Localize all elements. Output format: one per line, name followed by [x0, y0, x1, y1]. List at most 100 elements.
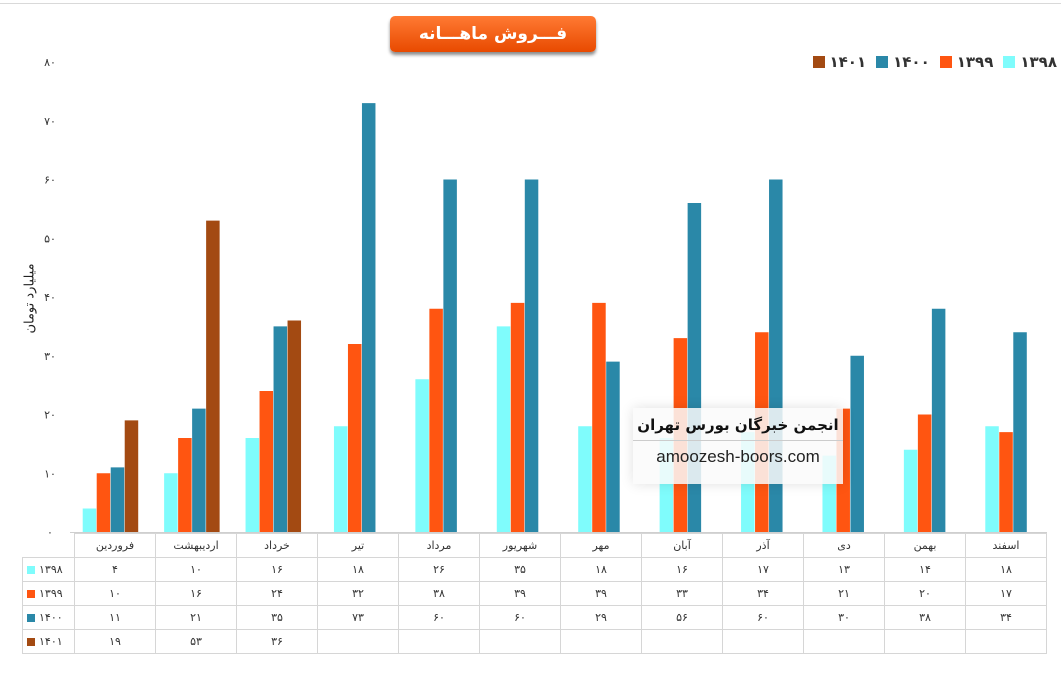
bar-3-5 — [443, 179, 457, 532]
bar-2-11 — [917, 414, 932, 532]
y-tick-label: ۴۰ — [44, 291, 56, 304]
table-cell: ۷۳ — [317, 605, 399, 630]
table-cell: ۵۶ — [641, 605, 723, 630]
bar-2-3 — [259, 391, 274, 532]
bar-4-3 — [287, 320, 302, 532]
bar-1-4 — [333, 426, 348, 532]
bar-2-1 — [96, 473, 111, 532]
table-cell: ۳۹ — [479, 581, 561, 606]
table-corner — [23, 534, 75, 558]
x-tick-label: خرداد — [236, 533, 318, 558]
table-cell: ۱۱ — [74, 605, 156, 630]
bar-4-2 — [206, 220, 220, 532]
watermark-title: انجمن خبرگان بورس تهران — [633, 416, 843, 441]
x-tick-label: تیر — [317, 533, 399, 558]
bar-3-10 — [850, 355, 864, 532]
legend-item: ۱۳۹۸ — [1003, 53, 1057, 71]
table-cell: ۱۷ — [965, 581, 1047, 606]
bar-2-6 — [510, 302, 525, 532]
bar-1-6 — [496, 326, 511, 532]
table-cell: ۱۰ — [74, 581, 156, 606]
table-cell: ۳۵ — [236, 605, 318, 630]
table-series-label: ۱۳۹۸ — [22, 557, 75, 582]
table-cell: ۲۱ — [155, 605, 237, 630]
table-cell — [965, 629, 1047, 654]
table-cell: ۱۹ — [74, 629, 156, 654]
bar-3-12 — [1013, 332, 1027, 532]
x-tick-label: شهریور — [479, 533, 561, 558]
table-cell: ۱۶ — [236, 557, 318, 582]
table-cell — [722, 629, 804, 654]
y-tick-label: ۶۰ — [44, 174, 56, 187]
y-tick-label: ۰ — [47, 526, 53, 539]
x-tick-label: دی — [803, 533, 885, 558]
table-cell — [317, 629, 399, 654]
y-tick-label: ۲۰ — [44, 409, 56, 422]
table-row: ۱۴۰۱ ۱۹ ۵۳ ۳۶ — [22, 629, 1047, 654]
table-legend-swatch — [27, 614, 35, 622]
top-border-line — [0, 3, 1061, 4]
x-tick-label: آبان — [641, 533, 723, 558]
bar-1-3 — [245, 438, 260, 532]
table-cell — [884, 629, 966, 654]
table-legend-swatch — [27, 638, 35, 646]
y-tick-label: ۸۰ — [44, 56, 56, 69]
bar-2-12 — [999, 432, 1013, 532]
table-cell: ۶۰ — [479, 605, 561, 630]
y-tick-label: ۱۰ — [44, 467, 56, 480]
table-cell: ۳۸ — [884, 605, 966, 630]
legend-label: ۱۳۹۸ — [1020, 53, 1057, 71]
table-cell: ۳۲ — [317, 581, 399, 606]
bar-1-12 — [985, 426, 999, 532]
table-cell: ۱۸ — [560, 557, 642, 582]
table-cell: ۱۷ — [722, 557, 804, 582]
bar-3-3 — [273, 326, 288, 532]
bar-1-5 — [415, 379, 429, 532]
table-header-row: فروردین اردیبهشت خرداد تیر مرداد شهریور مهر آبا… — [23, 533, 1047, 558]
table-cell: ۶۰ — [398, 605, 480, 630]
x-tick-label: اردیبهشت — [155, 533, 237, 558]
legend-swatch — [876, 56, 889, 68]
bar-4-1 — [124, 420, 139, 532]
bar-3-7 — [606, 361, 620, 532]
table-cell: ۴ — [74, 557, 156, 582]
table-cell: ۳۴ — [722, 581, 804, 606]
bar-1-11 — [903, 449, 918, 532]
table-cell: ۱۳ — [803, 557, 885, 582]
table-cell: ۱۴ — [884, 557, 966, 582]
table-cell: ۲۱ — [803, 581, 885, 606]
table-cell: ۳۴ — [965, 605, 1047, 630]
table-cell: ۲۴ — [236, 581, 318, 606]
bar-2-4 — [347, 344, 362, 532]
bar-2-5 — [429, 308, 443, 532]
legend-swatch — [939, 56, 952, 68]
table-legend-swatch — [27, 566, 35, 574]
table-series-label: ۱۳۹۹ — [22, 581, 75, 606]
table-series-label: ۱۴۰۱ — [22, 629, 75, 654]
table-legend-swatch — [27, 590, 35, 598]
x-tick-label: مرداد — [398, 533, 480, 558]
table-cell: ۳۸ — [398, 581, 480, 606]
table-cell: ۱۰ — [155, 557, 237, 582]
chart-title: فـــروش ماهـــانه دجـــابر — [390, 16, 596, 80]
table-cell: ۲۰ — [884, 581, 966, 606]
table-cell: ۱۶ — [641, 557, 723, 582]
table-cell: ۳۹ — [560, 581, 642, 606]
y-tick-label: ۳۰ — [44, 350, 56, 363]
watermark: انجمن خبرگان بورس تهران amoozesh-boors.c… — [633, 408, 843, 484]
table-cell: ۱۸ — [317, 557, 399, 582]
legend-swatch — [812, 56, 825, 68]
table-row: ۱۳۹۸ ۴ ۱۰ ۱۶ ۱۸ ۲۶ ۳۵ ۱۸ ۱۶ ۱۷ ۱۳ ۱۴ ۱۸ — [22, 557, 1047, 582]
bar-1-2 — [164, 473, 178, 532]
bar-3-2 — [192, 408, 206, 532]
legend-item: ۱۴۰۰ — [876, 53, 930, 71]
table-cell — [479, 629, 561, 654]
bar-3-1 — [110, 467, 125, 532]
table-cell: ۵۳ — [155, 629, 237, 654]
bar-2-7 — [592, 302, 606, 532]
data-table: فروردین اردیبهشت خرداد تیر مرداد شهریور مهر آبا… — [22, 533, 1047, 654]
table-cell: ۲۶ — [398, 557, 480, 582]
bar-3-4 — [361, 103, 376, 532]
x-tick-label: آذر — [722, 533, 804, 558]
table-cell — [560, 629, 642, 654]
